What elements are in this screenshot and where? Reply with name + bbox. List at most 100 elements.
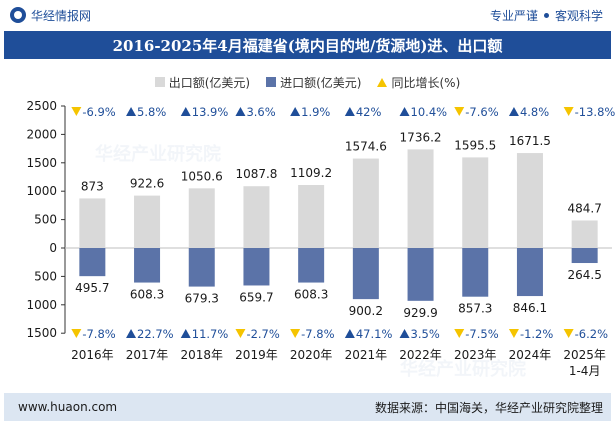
y-tick-label: 2500 bbox=[26, 99, 57, 113]
import-growth-label: -1.2% bbox=[520, 327, 553, 341]
export-growth-up-arrow-icon bbox=[235, 107, 246, 116]
data-source: 数据来源：中国海关，华经产业研究院整理 bbox=[374, 400, 603, 415]
legend-export-label: 出口额(亿美元) bbox=[168, 75, 251, 90]
watermark: 华经产业研究院 bbox=[400, 359, 526, 380]
import-growth-label: -2.7% bbox=[246, 327, 279, 341]
brand-name: 华经情报网 bbox=[31, 8, 92, 23]
import-value-label: 659.7 bbox=[239, 290, 273, 304]
import-value-label: 608.3 bbox=[130, 288, 164, 302]
export-swatch-icon bbox=[154, 77, 165, 87]
huajing-logo-icon bbox=[10, 7, 26, 23]
import-value-label: 608.3 bbox=[294, 288, 328, 302]
export-value-label: 1736.2 bbox=[400, 130, 442, 144]
x-tick-label: 2017年 bbox=[126, 348, 169, 362]
growth-triangle-icon bbox=[377, 77, 388, 87]
export-bar bbox=[407, 149, 434, 248]
export-growth-label: 10.4% bbox=[411, 105, 448, 119]
x-tick-label: 2020年 bbox=[290, 348, 333, 362]
export-growth-label: 42% bbox=[356, 105, 382, 119]
top-bar: 华经情报网 专业严谨 客观科学 bbox=[0, 0, 615, 30]
export-growth-label: -7.6% bbox=[465, 105, 498, 119]
export-growth-label: 13.9% bbox=[192, 105, 229, 119]
x-tick-label: 2024年 bbox=[509, 348, 552, 362]
y-tick-label: 1000 bbox=[26, 184, 57, 198]
import-growth-down-arrow-icon bbox=[71, 329, 82, 338]
import-growth-up-arrow-icon bbox=[344, 329, 355, 338]
import-growth-label: -6.2% bbox=[575, 327, 608, 341]
import-growth-label: 3.5% bbox=[411, 327, 440, 341]
export-growth-label: 3.6% bbox=[246, 105, 275, 119]
export-value-label: 1109.2 bbox=[290, 166, 332, 180]
import-swatch-icon bbox=[266, 77, 277, 87]
y-tick-label: 0 bbox=[49, 241, 57, 255]
x-tick-label: 2019年 bbox=[235, 348, 278, 362]
import-bar bbox=[516, 248, 543, 297]
y-tick-label: 2000 bbox=[26, 127, 57, 141]
x-tick-label: 2025年 bbox=[563, 348, 606, 362]
bullet-dot-icon bbox=[543, 12, 549, 18]
import-growth-up-arrow-icon bbox=[399, 329, 410, 338]
export-growth-label: 5.8% bbox=[137, 105, 166, 119]
export-growth-down-arrow-icon bbox=[454, 107, 465, 116]
export-value-label: 1671.5 bbox=[509, 134, 551, 148]
footer-bar: www.huaon.com 数据来源：中国海关，华经产业研究院整理 bbox=[4, 393, 611, 421]
export-value-label: 922.6 bbox=[130, 177, 164, 191]
import-growth-label: 22.7% bbox=[137, 327, 174, 341]
export-bar bbox=[462, 157, 489, 248]
import-growth-label: 11.7% bbox=[192, 327, 229, 341]
import-bar bbox=[352, 248, 379, 300]
import-bar bbox=[462, 248, 489, 297]
import-value-label: 857.3 bbox=[458, 302, 492, 316]
export-value-label: 1050.6 bbox=[181, 169, 223, 183]
export-growth-label: -6.9% bbox=[82, 105, 115, 119]
import-value-label: 846.1 bbox=[513, 301, 547, 315]
import-bar bbox=[188, 248, 215, 287]
import-growth-down-arrow-icon bbox=[508, 329, 519, 338]
import-bar bbox=[571, 248, 598, 264]
legend-item-export: 出口额(亿美元) bbox=[154, 74, 251, 91]
import-bar bbox=[407, 248, 434, 301]
export-growth-up-arrow-icon bbox=[126, 107, 137, 116]
export-growth-up-arrow-icon bbox=[399, 107, 410, 116]
export-value-label: 1087.8 bbox=[235, 167, 277, 181]
import-growth-down-arrow-icon bbox=[563, 329, 574, 338]
import-growth-label: -7.8% bbox=[301, 327, 334, 341]
export-bar bbox=[352, 158, 379, 248]
website-link[interactable]: www.huaon.com bbox=[18, 400, 118, 414]
import-growth-label: -7.5% bbox=[465, 327, 498, 341]
import-bar bbox=[134, 248, 161, 283]
export-bar bbox=[134, 195, 161, 248]
legend-import-label: 进口额(亿美元) bbox=[280, 75, 362, 90]
export-value-label: 1574.6 bbox=[345, 140, 387, 154]
slogan: 专业严谨 客观科学 bbox=[490, 7, 603, 24]
watermark: 华经产业研究院 bbox=[95, 144, 221, 165]
export-bar bbox=[243, 186, 270, 248]
export-growth-up-arrow-icon bbox=[344, 107, 355, 116]
x-tick-label: 2016年 bbox=[71, 348, 114, 362]
import-growth-down-arrow-icon bbox=[454, 329, 465, 338]
import-growth-up-arrow-icon bbox=[126, 329, 137, 338]
export-growth-down-arrow-icon bbox=[563, 107, 574, 116]
slogan-left: 专业严谨 bbox=[489, 8, 538, 23]
x-tick-label: 2021年 bbox=[345, 348, 388, 362]
import-growth-up-arrow-icon bbox=[180, 329, 191, 338]
chart-title: 2016-2025年4月福建省(境内目的地/货源地)进、出口额 bbox=[112, 36, 503, 55]
export-growth-up-arrow-icon bbox=[290, 107, 301, 116]
import-bar bbox=[243, 248, 270, 286]
x-tick-label: 2023年 bbox=[454, 348, 497, 362]
export-growth-down-arrow-icon bbox=[71, 107, 82, 116]
export-bar bbox=[79, 198, 106, 248]
legend-growth-label: 同比增长(%) bbox=[391, 75, 461, 90]
y-tick-label: 1000 bbox=[26, 298, 57, 312]
export-growth-label: -13.8% bbox=[575, 105, 615, 119]
x-tick-label: 1-4月 bbox=[569, 364, 601, 378]
export-growth-label: 1.9% bbox=[301, 105, 330, 119]
import-growth-label: -7.8% bbox=[82, 327, 115, 341]
export-value-label: 873 bbox=[81, 179, 104, 193]
y-tick-label: 1500 bbox=[26, 326, 57, 340]
export-growth-up-arrow-icon bbox=[508, 107, 519, 116]
export-bar bbox=[516, 153, 543, 248]
import-growth-label: 47.1% bbox=[356, 327, 393, 341]
y-tick-label: 500 bbox=[34, 269, 57, 283]
